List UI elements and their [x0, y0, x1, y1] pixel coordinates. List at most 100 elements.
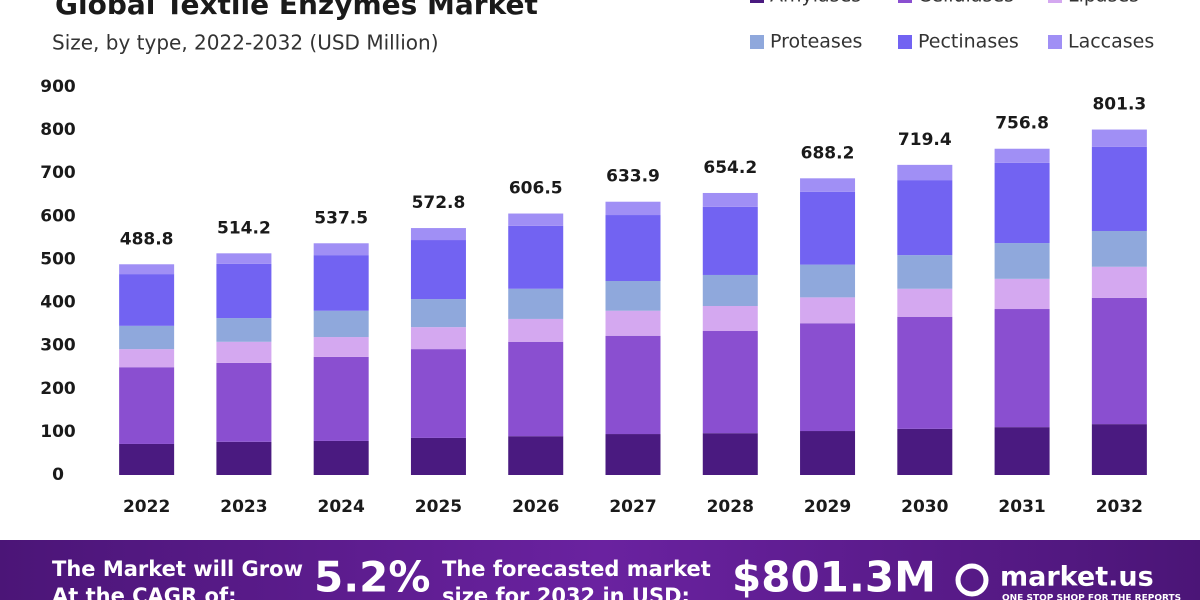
total-label: 488.8: [120, 229, 174, 249]
bar-segment: [216, 341, 272, 363]
bar-segment: [119, 367, 175, 444]
bar-segment: [508, 318, 564, 342]
legend-label: Cellulases: [918, 0, 1014, 7]
bar-segment: [605, 335, 661, 435]
bar-segment: [605, 434, 661, 475]
bar-segment: [313, 310, 369, 338]
bar-segment: [800, 191, 856, 265]
bar-segment: [313, 337, 369, 357]
bar-segment: [800, 264, 856, 298]
total-label: 719.4: [898, 130, 952, 150]
bar-segment: [313, 243, 369, 256]
y-tick-label: 800: [40, 120, 76, 140]
total-label: 514.2: [217, 218, 271, 238]
y-tick-label: 700: [40, 163, 76, 183]
bar-segment: [119, 274, 175, 326]
bar-segment: [508, 341, 564, 437]
banner-text: At the CAGR of:: [52, 584, 237, 600]
y-tick-label: 200: [40, 379, 76, 399]
y-tick-label: 600: [40, 206, 76, 226]
x-tick-label: 2028: [707, 497, 754, 517]
total-label: 756.8: [995, 114, 1049, 134]
bar-segment: [410, 437, 466, 475]
bar-segment: [1091, 266, 1147, 298]
x-tick-label: 2025: [415, 497, 462, 517]
bar-segment: [605, 310, 661, 336]
x-tick-label: 2027: [609, 497, 656, 517]
bar-segment: [313, 356, 369, 441]
bar-segment: [508, 225, 564, 289]
bar-segment: [702, 206, 758, 275]
bar-segment: [508, 288, 564, 319]
banner-value: $801.3M: [732, 553, 936, 600]
banner-text: The Market will Grow: [52, 557, 303, 581]
legend-swatch: [1048, 0, 1062, 3]
bar-segment: [119, 443, 175, 475]
banner: [0, 540, 1200, 600]
legend-label: Laccases: [1068, 31, 1154, 53]
bar-segment: [605, 281, 661, 311]
bar-segment: [994, 309, 1050, 428]
chart-title: Global Textile Enzymes Market: [55, 0, 538, 21]
chart-subtitle: Size, by type, 2022-2032 (USD Million): [52, 31, 439, 55]
bar-segment: [605, 215, 661, 281]
brand-logo: [955, 563, 989, 597]
legend-swatch: [898, 0, 912, 3]
legend-label: Lipases: [1068, 0, 1139, 7]
legend-label: Amylases: [770, 0, 861, 7]
bar-segment: [800, 297, 856, 324]
bar-segment: [702, 433, 758, 475]
bar-segment: [216, 441, 272, 475]
y-tick-label: 400: [40, 293, 76, 313]
y-tick-label: 100: [40, 422, 76, 442]
legend-label: Proteases: [770, 31, 862, 53]
brand-tagline: ONE STOP SHOP FOR THE REPORTS: [1002, 594, 1181, 600]
x-tick-label: 2029: [804, 497, 851, 517]
legend-swatch: [898, 35, 912, 49]
total-label: 633.9: [606, 167, 660, 187]
bar-segment: [508, 436, 564, 475]
bar-segment: [1091, 146, 1147, 231]
total-label: 572.8: [412, 193, 466, 213]
banner-text: size for 2032 in USD:: [442, 584, 690, 600]
bar-segment: [410, 299, 466, 328]
x-tick-label: 2024: [318, 497, 365, 517]
bar-segment: [897, 316, 953, 429]
bar-segment: [1091, 424, 1147, 475]
x-tick-label: 2026: [512, 497, 559, 517]
bar-segment: [410, 349, 466, 438]
y-tick-label: 500: [40, 249, 76, 269]
bar-segment: [119, 264, 175, 275]
bar-segment: [216, 263, 272, 319]
bar-segment: [994, 427, 1050, 475]
total-label: 654.2: [703, 158, 757, 178]
y-tick-label: 300: [40, 336, 76, 356]
bar-segment: [702, 274, 758, 307]
bar-segment: [702, 306, 758, 332]
bar-segment: [1091, 129, 1147, 147]
bar-segment: [410, 228, 466, 241]
x-tick-label: 2022: [123, 497, 170, 517]
bar-segment: [313, 440, 369, 475]
bar-segment: [605, 201, 661, 216]
bar-segment: [702, 192, 758, 207]
bar-segment: [702, 331, 758, 434]
bar-segment: [994, 243, 1050, 279]
bar-segment: [800, 178, 856, 192]
legend-swatch: [1048, 35, 1062, 49]
bar-segment: [994, 162, 1050, 244]
total-label: 606.5: [509, 179, 563, 199]
x-tick-label: 2032: [1096, 497, 1143, 517]
y-tick-label: 900: [40, 77, 76, 97]
bar-segment: [897, 255, 953, 289]
x-tick-label: 2031: [998, 497, 1045, 517]
banner-text: The forecasted market: [442, 557, 711, 581]
total-label: 688.2: [801, 143, 855, 163]
bar-segment: [313, 255, 369, 311]
bar-segment: [994, 148, 1050, 163]
bar-segment: [800, 431, 856, 475]
y-tick-label: 0: [52, 465, 64, 485]
bar-segment: [216, 318, 272, 342]
